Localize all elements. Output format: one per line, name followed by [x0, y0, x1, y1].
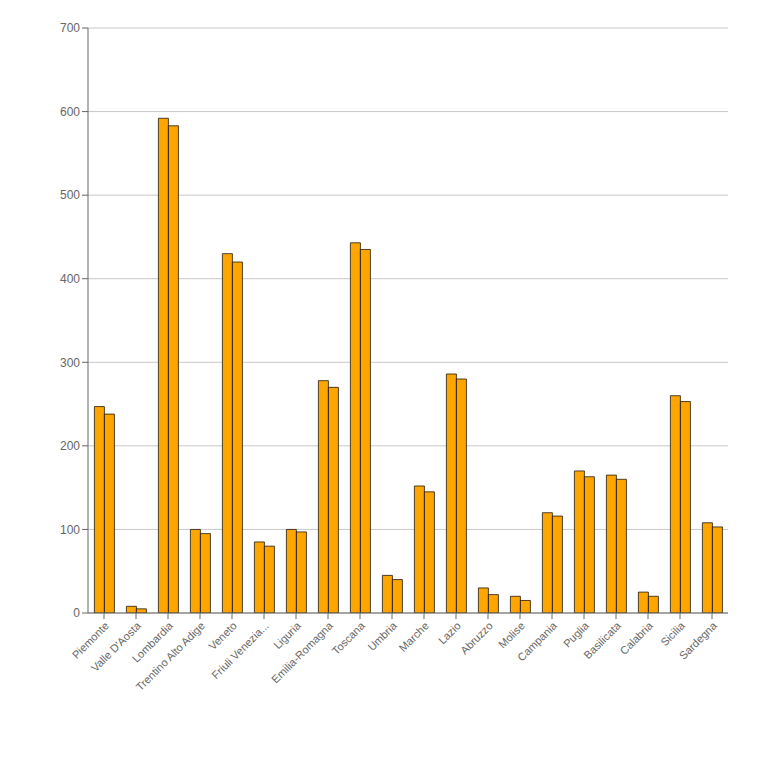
svg-text:Toscana: Toscana [329, 619, 367, 657]
svg-text:Marche: Marche [397, 619, 431, 653]
svg-text:Sicilia: Sicilia [658, 619, 687, 648]
svg-text:Calabria: Calabria [617, 619, 655, 657]
svg-text:Abruzzo: Abruzzo [458, 619, 495, 656]
svg-text:200: 200 [60, 439, 80, 453]
svg-text:500: 500 [60, 188, 80, 202]
svg-text:Sardegna: Sardegna [677, 619, 720, 662]
svg-text:Valle D'Aosta: Valle D'Aosta [89, 619, 144, 674]
svg-text:Veneto: Veneto [206, 619, 239, 653]
svg-text:600: 600 [60, 105, 80, 119]
svg-text:Basilicata: Basilicata [581, 619, 623, 661]
svg-text:Umbria: Umbria [365, 619, 399, 653]
svg-text:Campania: Campania [515, 619, 560, 664]
svg-text:300: 300 [60, 356, 80, 370]
svg-text:400: 400 [60, 272, 80, 286]
svg-text:Liguria: Liguria [271, 619, 303, 652]
svg-text:Piemonte: Piemonte [69, 619, 111, 661]
svg-text:Trentino Alto Adige: Trentino Alto Adige [133, 619, 206, 692]
svg-text:Molise: Molise [496, 619, 527, 650]
svg-text:Lombardia: Lombardia [129, 619, 175, 665]
svg-text:700: 700 [60, 21, 80, 35]
svg-text:100: 100 [60, 523, 80, 537]
svg-text:Puglia: Puglia [561, 619, 592, 650]
svg-text:Emilia-Romagna: Emilia-Romagna [269, 619, 336, 686]
svg-text:0: 0 [73, 606, 80, 620]
svg-text:Friuli Venezia...: Friuli Venezia... [209, 619, 271, 681]
svg-text:Lazio: Lazio [436, 619, 463, 646]
